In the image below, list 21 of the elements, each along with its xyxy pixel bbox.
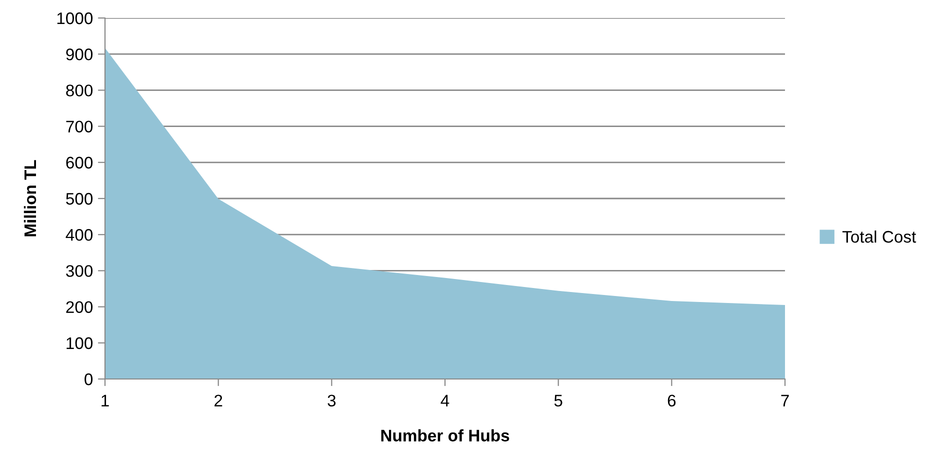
y-tick-label: 1000	[57, 12, 93, 24]
y-tick-label: 300	[66, 265, 93, 277]
x-tick-label: 6	[668, 394, 676, 407]
y-tick-label: 400	[66, 229, 93, 241]
legend-label: Total Cost	[842, 230, 916, 243]
y-tick-label: 900	[66, 48, 93, 60]
x-tick-label: 3	[328, 394, 336, 407]
y-tick-label: 700	[66, 120, 93, 133]
y-tick-label: 0	[84, 373, 93, 386]
y-tick-label: 100	[66, 337, 93, 350]
y-tick-label: 800	[66, 84, 93, 96]
y-tick-label: 600	[66, 156, 93, 169]
y-tick-label: 500	[66, 192, 93, 205]
y-tick-label: 200	[66, 301, 93, 314]
y-axis-title: Million TL	[24, 160, 36, 236]
x-tick-label: 5	[554, 394, 562, 407]
x-axis-title: Number of Hubs	[381, 429, 510, 442]
x-tick-label: 7	[781, 394, 789, 406]
x-tick-label: 2	[214, 394, 222, 406]
x-tick-label: 4	[440, 394, 450, 406]
x-tick-label: 1	[102, 394, 109, 406]
